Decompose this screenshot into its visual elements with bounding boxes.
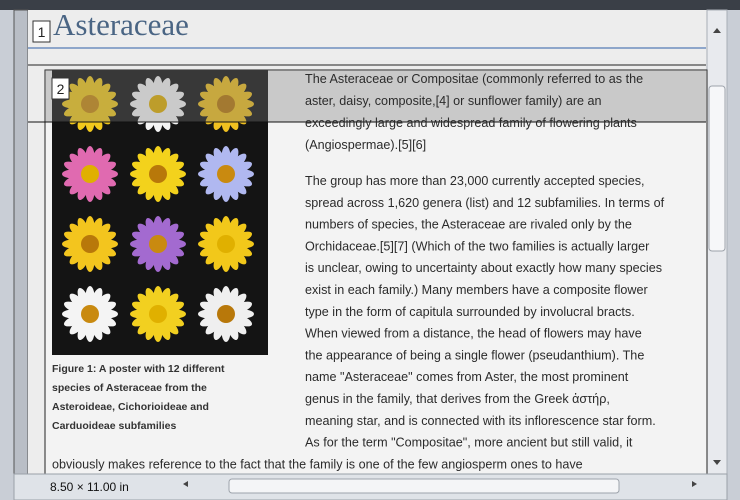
flower-center xyxy=(149,235,167,253)
caption-line: Figure 1: A poster with 12 different xyxy=(52,363,225,375)
horizontal-scroll-thumb[interactable] xyxy=(229,479,619,493)
body-line: type in the form of capitula surrounded … xyxy=(305,305,635,319)
left-ruler xyxy=(14,10,28,474)
editor-window: 1 2 Asteraceae 8.50 × 11.00 in The Aster… xyxy=(0,0,740,500)
caption-line: species of Asteraceae from the xyxy=(52,382,207,394)
body-line: The group has more than 23,000 currently… xyxy=(305,174,645,188)
body-line: the appearance of being a single flower … xyxy=(305,348,644,362)
body-line: name "Asteraceae" comes from Aster, the … xyxy=(305,370,629,384)
body-line: numbers of species, the Asteraceae are r… xyxy=(305,218,632,232)
scroll-thumb[interactable] xyxy=(709,86,725,251)
flower-center xyxy=(149,165,167,183)
flower-center xyxy=(217,165,235,183)
body-line: exist in each family.) Many members have… xyxy=(305,283,648,297)
region-label: 2 xyxy=(57,81,65,97)
caption-line: Carduoideae subfamilies xyxy=(52,420,176,432)
flower-center xyxy=(81,235,99,253)
flower-center xyxy=(217,305,235,323)
body-line: The Asteraceae or Compositae (commonly r… xyxy=(305,72,643,86)
body-line: (Angiospermae).[5][6] xyxy=(305,138,426,152)
heading: Asteraceae xyxy=(53,7,189,42)
page-size: 8.50 × 11.00 in xyxy=(50,480,129,494)
flower-center xyxy=(149,305,167,323)
region-label: 1 xyxy=(38,24,46,40)
flower-center xyxy=(217,235,235,253)
flower-center xyxy=(81,165,99,183)
body-line: is unclear, owing to uncertainty about e… xyxy=(305,261,662,275)
body-line: genus in the family, that derives from t… xyxy=(305,392,610,406)
body-line: obviously makes reference to the fact th… xyxy=(52,457,583,471)
body-line: As for the term "Compositae", more ancie… xyxy=(305,436,633,450)
body-line: Orchidaceae.[5][7] (Which of the two fam… xyxy=(305,239,649,253)
body-line: When viewed from a distance, the head of… xyxy=(305,327,642,341)
body-line: meaning star, and is connected with its … xyxy=(305,414,656,428)
caption-line: Asteroideae, Cichorioideae and xyxy=(52,401,209,413)
body-line: spread across 1,620 genera (list) and 12… xyxy=(305,196,665,210)
flower-center xyxy=(81,305,99,323)
body-line: aster, daisy, composite,[4] or sunflower… xyxy=(305,94,602,108)
body-line: exceedingly large and widespread family … xyxy=(305,116,637,130)
page: {"document": { "heading": "Asteraceae", … xyxy=(0,0,740,500)
